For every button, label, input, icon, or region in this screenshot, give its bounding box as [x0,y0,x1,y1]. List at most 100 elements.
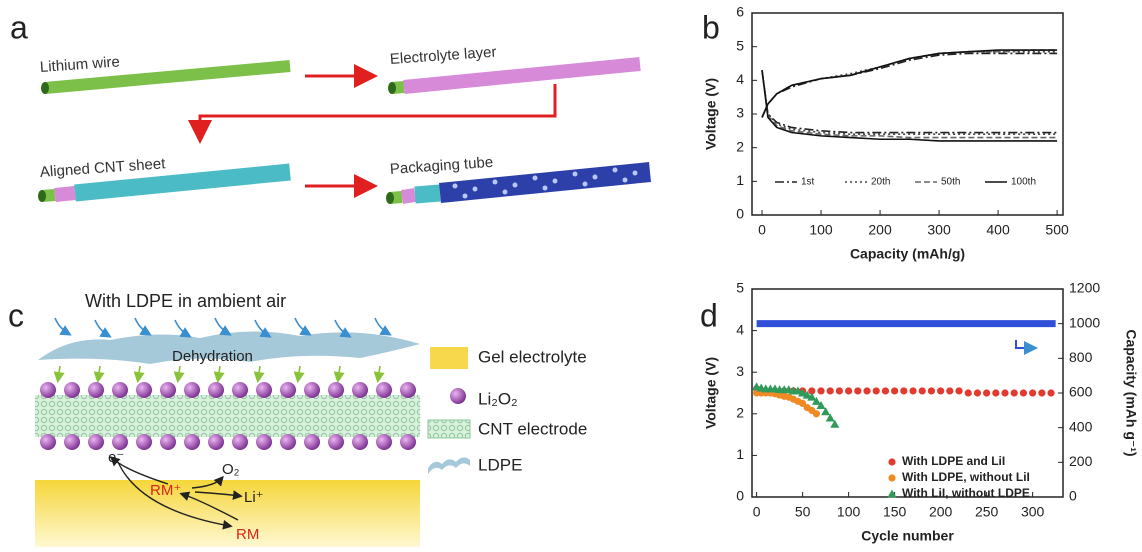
particle [256,382,272,398]
figure: a Lithium wire Electrolyte layer Aligned… [0,0,1142,547]
x-axis-label: Cycle number [861,528,954,544]
point [854,387,861,394]
y2-tick-label: 800 [1069,349,1093,365]
particle [376,434,392,450]
wire-end [38,190,46,202]
point [974,389,981,396]
particle [88,434,104,450]
wire-end [386,192,394,204]
point [817,387,824,394]
particle [304,382,320,398]
point [827,387,834,394]
x-tick-label: 200 [868,222,892,238]
particle [280,382,296,398]
y-tick-label: 5 [736,280,744,296]
point [965,389,972,396]
y-tick-label: 0 [736,206,744,222]
point [1038,389,1045,396]
legend-label: With LDPE and LiI [902,454,1005,468]
step-label: Electrolyte layer [389,44,497,68]
y-tick-label: 4 [736,321,744,337]
electron-label: e⁻ [108,449,124,466]
legend-label: 20th [871,177,890,188]
point [937,387,944,394]
point [928,387,935,394]
x-tick-label: 300 [1021,504,1045,520]
y2-tick-label: 1200 [1069,280,1100,296]
particle [400,382,416,398]
dehydration-arrows [58,366,380,380]
particle [160,382,176,398]
x-tick-label: 150 [883,504,907,520]
legend-label: With LiI, without LDPE [902,486,1030,500]
axis-pointer [1016,340,1034,348]
y-tick-label: 2 [736,405,744,421]
y2-tick-label: 1000 [1069,314,1100,330]
particle [40,434,56,450]
point [836,387,843,394]
x-axis-label: Capacity (mAh/g) [850,246,965,262]
arrow [200,84,555,138]
point [891,387,898,394]
point [873,387,880,394]
cnt-electrode [35,395,420,437]
point [946,387,953,394]
curve [762,53,1057,117]
particle [232,434,248,450]
tube-electrolyte [402,195,415,197]
point [983,389,990,396]
particle [400,434,416,450]
panel-a: a Lithium wire Electrolyte layer Aligned… [10,9,650,204]
particle [232,382,248,398]
panel-label: d [700,297,718,333]
point [1029,389,1036,396]
y2-tick-label: 200 [1069,453,1093,469]
point [863,387,870,394]
wire-end [388,82,396,94]
tube-electrolyte [55,193,75,195]
point [992,389,999,396]
y-tick-label: 1 [736,446,744,462]
legend-marker [888,458,895,465]
panel-label: b [702,9,720,45]
step-label: Lithium wire [39,53,120,76]
x-tick-label: 200 [929,504,953,520]
li-ion-label: Li⁺ [244,489,264,506]
electrolyte-tube [404,64,640,87]
mediator-ox-label: RM⁺ [150,482,181,499]
particle [136,382,152,398]
particle [136,434,152,450]
legend-label: 100th [1011,177,1036,188]
legend-label: 1st [801,177,815,188]
point [845,387,852,394]
x-tick-label: 400 [986,222,1010,238]
x-tick-label: 250 [975,504,999,520]
panel-label: a [10,9,28,45]
y2-tick-label: 400 [1069,418,1093,434]
curve [762,70,1057,132]
tube-cnt [415,193,440,195]
particle [184,382,200,398]
particle [376,382,392,398]
particle [64,382,80,398]
x-tick-label: 0 [753,504,761,520]
legend-label: LDPE [478,455,522,474]
y-tick-label: 0 [736,488,744,504]
y-axis-label: Voltage (V) [703,357,719,429]
particle [112,382,128,398]
x-tick-label: 300 [927,222,951,238]
x-tick-label: 100 [809,222,833,238]
particle [352,382,368,398]
particle [304,434,320,450]
legend-icon [450,388,466,404]
point [1047,389,1054,396]
y-tick-label: 3 [736,105,744,121]
mediator-label: RM [236,526,259,543]
particle [256,434,272,450]
legend-label: 50th [941,177,960,188]
particle [64,434,80,450]
y-axis-label: Voltage (V) [703,78,719,150]
legend-label: Gel electrolyte [478,347,587,366]
y2-axis-label: Capacity (mAh g⁻¹) [1123,329,1139,456]
curve [762,70,1057,134]
